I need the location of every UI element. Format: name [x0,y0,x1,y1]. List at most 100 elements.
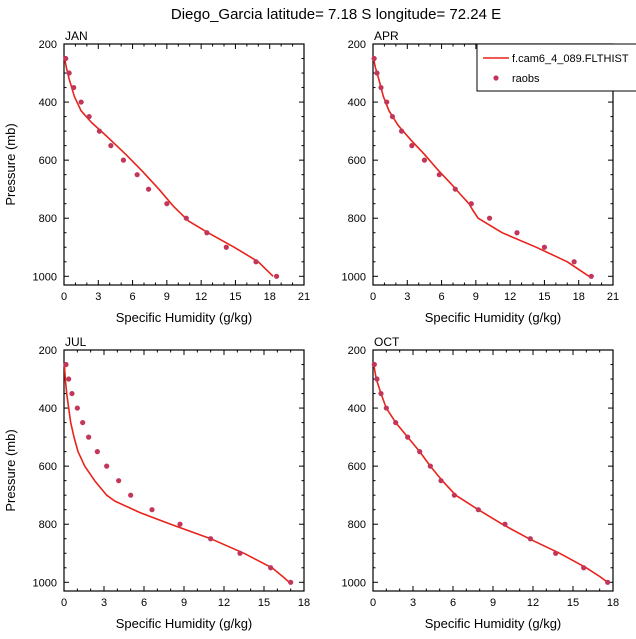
y-tick-label: 200 [39,39,57,51]
y-tick-label: 1000 [342,577,366,589]
raobs-point [486,215,493,221]
legend-box [476,43,636,92]
y-axis-label: Pressure (mb) [3,429,18,511]
raobs-point [134,172,140,178]
raobs-point [96,128,103,134]
x-tick-label: 18 [573,291,585,303]
panel-apr: APR 0 3 6 9 12 15 18 21 200 400 600 800 1000 Specific … [342,29,620,325]
figure-title: Diego_Garcia latitude= 7.18 S longitude=… [171,6,501,23]
raobs-point [78,99,84,105]
raobs-point [417,449,423,455]
raobs-point [86,434,92,440]
x-tick-label: 12 [527,597,539,609]
raobs-point [63,361,69,368]
raobs-point [588,273,594,279]
raobs-point [383,405,389,411]
raobs-point [374,70,380,76]
y-tick-label: 600 [39,461,57,473]
raobs-point [438,478,444,484]
y-tick-label: 600 [348,461,366,473]
x-tick-label: 0 [370,291,376,303]
x-tick-label: 18 [298,597,310,609]
panel-month-label: JUL [65,335,87,349]
x-tick-label: 9 [490,597,496,609]
raobs-point [436,172,442,178]
x-tick-label: 21 [298,291,310,303]
x-tick-label: 6 [141,597,147,609]
y-tick-label: 400 [39,97,57,109]
x-tick-label: 3 [95,291,101,303]
y-tick-label: 800 [39,519,57,531]
raobs-point [371,55,377,62]
y-axis-label: Pressure (mb) [3,123,18,205]
x-tick-label: 18 [607,597,619,609]
raobs-point [66,70,72,76]
raobs-point [393,419,399,426]
y-tick-label: 200 [348,345,366,357]
raobs-point [208,536,214,542]
raobs-point [409,143,415,149]
raobs-point [553,550,559,556]
y-tick-label: 600 [348,155,366,167]
raobs-point [204,230,210,236]
y-tick-label: 200 [39,345,57,357]
raobs-point [120,157,127,163]
x-tick-label: 15 [258,597,270,609]
x-tick-label: 3 [404,291,410,303]
model-series-line [63,58,274,277]
raobs-point [223,244,229,250]
x-tick-label: 0 [61,291,67,303]
x-tick-label: 3 [410,597,416,609]
raobs-point [571,259,577,265]
legend-raobs-label: raobs [512,73,540,85]
panels-group: JAN 0 3 6 9 12 15 18 21 200 400 600 800 1000 Specific … [3,29,619,631]
raobs-point [288,579,294,585]
panel-jul: JUL 0 3 6 9 12 15 18 200 400 600 800 1000 Specific Hu… [3,335,310,631]
plot-frame [372,349,614,592]
x-tick-label: 15 [567,597,579,609]
panel-jan: JAN 0 3 6 9 12 15 18 21 200 400 600 800 1000 Specific … [3,29,310,325]
x-tick-label: 9 [181,597,187,609]
raobs-point [378,84,384,91]
raobs-point [66,376,72,382]
raobs-point [94,449,100,455]
legend-raobs-marker [493,75,499,81]
raobs-point [384,99,390,105]
raobs-point [527,536,533,542]
raobs-point [468,201,474,207]
x-tick-label: 9 [473,291,479,303]
raobs-point [541,244,548,250]
raobs-point [398,128,405,134]
x-tick-label: 12 [195,291,207,303]
x-axis-label: Specific Humidity (g/kg) [116,616,253,631]
raobs-point [405,434,411,440]
raobs-point [145,186,152,192]
y-tick-label: 400 [39,403,57,415]
x-tick-label: 18 [264,291,276,303]
panel-month-label: JAN [65,29,88,43]
y-tick-label: 400 [348,97,366,109]
y-tick-label: 200 [348,39,366,51]
raobs-point [268,565,274,571]
raobs-point [108,143,114,149]
plot-frame [63,43,305,286]
raobs-point [374,376,380,382]
model-series-line [372,58,590,277]
y-tick-label: 400 [348,403,366,415]
y-tick-label: 800 [348,213,366,225]
x-tick-label: 6 [130,291,136,303]
x-tick-label: 15 [538,291,550,303]
raobs-point [71,84,77,91]
x-tick-label: 6 [439,291,445,303]
x-tick-label: 6 [450,597,456,609]
raobs-point [63,55,69,62]
legend-model-label: f.cam6_4_089.FLTHIST [512,53,629,65]
raobs-point [104,463,110,469]
x-tick-label: 3 [101,597,107,609]
x-tick-label: 15 [229,291,241,303]
model-series-line [63,364,290,583]
y-tick-label: 800 [39,213,57,225]
raobs-point [80,419,86,426]
y-tick-label: 1000 [342,271,366,283]
